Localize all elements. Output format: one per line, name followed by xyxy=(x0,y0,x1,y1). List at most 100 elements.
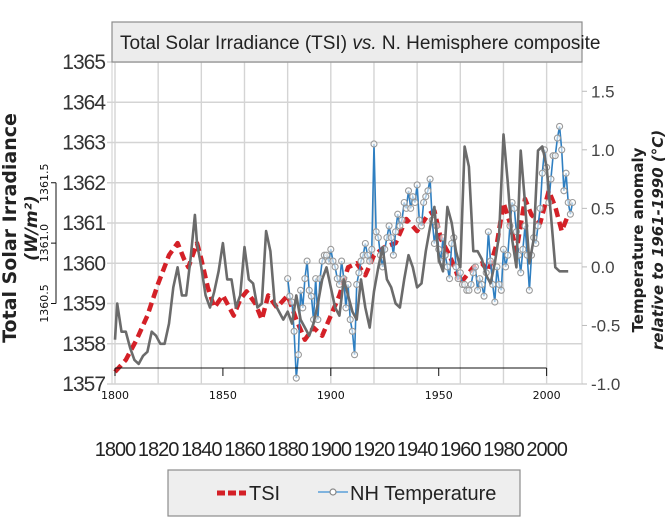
y-tick-right-label: -0.5 xyxy=(591,316,620,335)
nh-temperature-point xyxy=(409,193,417,201)
x-axis-ticks: 1800 1820 1840 1860 1880 1900 1920 1940 1960 1980… xyxy=(95,439,569,461)
nh-temperature-point xyxy=(305,286,313,294)
nh-temperature-point xyxy=(372,228,380,236)
nh-temperature-point xyxy=(331,263,339,271)
title-part-nh: N. Hemisphere composite xyxy=(377,33,601,54)
nh-temperature-point xyxy=(335,280,343,289)
chart-title-text: Total Solar Irradiance (TSI) vs. N. Hemi… xyxy=(120,33,600,54)
x-tick-label: 1940 xyxy=(397,439,438,461)
nh-temperature-point xyxy=(497,286,505,294)
nh-temperature-point xyxy=(495,280,503,289)
nh-temperature-point xyxy=(484,228,492,236)
nh-temperature-point xyxy=(411,198,419,207)
nh-temperature-point xyxy=(284,275,292,283)
y-tick-left-label: 1365 xyxy=(62,51,105,74)
nh-temperature-point xyxy=(568,198,577,207)
nh-temperature-point xyxy=(467,280,475,289)
y-tick-left-label: 1363 xyxy=(62,132,105,155)
legend-item-tsi: TSI xyxy=(217,483,280,505)
nh-temperature-point xyxy=(366,257,374,265)
y-axis-left-title-line1: Total Solar Irradiance xyxy=(0,113,21,343)
overlay-x-tick-label: 1900 xyxy=(317,389,345,402)
nh-temperature-point xyxy=(452,263,460,271)
nh-temperature-point xyxy=(420,198,428,207)
nh-temperature-point xyxy=(556,122,564,130)
nh-temperature-point xyxy=(398,216,406,224)
nh-temperature-point xyxy=(404,187,413,195)
y-axis-right-title-line2: relative to 1961-1990 (°C) xyxy=(649,130,667,350)
nh-temperature-point xyxy=(355,269,363,277)
nh-temperature-point xyxy=(294,351,302,359)
nh-temperature-point xyxy=(389,251,397,259)
nh-temperature-point xyxy=(454,275,462,283)
x-tick-label: 1900 xyxy=(311,439,352,461)
nh-temperature-point xyxy=(299,304,307,312)
y-tick-right-label: 0.0 xyxy=(591,258,615,277)
nh-temperature-point xyxy=(465,286,473,294)
nh-temperature-point xyxy=(519,245,527,253)
y-tick-left-label: 1358 xyxy=(62,333,105,356)
nh-temperature-point xyxy=(474,286,482,294)
nh-temperature-point xyxy=(456,269,464,277)
x-tick-label: 1860 xyxy=(224,439,265,461)
chart-title: Total Solar Irradiance (TSI) vs. N. Hemi… xyxy=(111,21,600,63)
series-gray-line xyxy=(113,133,569,366)
y-tick-left-label: 1360 xyxy=(62,252,105,275)
y-tick-left-label: 1364 xyxy=(62,91,106,114)
nh-temperature-point xyxy=(348,327,356,335)
y-tick-left-label: 1357 xyxy=(62,373,105,396)
nh-temperature-point xyxy=(562,169,570,177)
overlay-axis: 1800 1850 1900 1950 2000 1360.5 1361.0 1361.5 xyxy=(38,164,561,403)
nh-temperature-point xyxy=(504,251,512,259)
nh-temperature-point xyxy=(387,234,395,242)
nh-temperature-point xyxy=(486,257,495,265)
nh-temperature-point xyxy=(461,280,469,289)
nh-temperature-point xyxy=(400,198,408,207)
nh-temperature-point xyxy=(560,187,568,195)
y-tick-right-label: 0.5 xyxy=(591,199,615,218)
nh-temperature-point xyxy=(510,204,518,212)
nh-temperature-point xyxy=(417,222,426,230)
x-tick-label: 1840 xyxy=(181,439,222,461)
legend-nh-label: NH Temperature xyxy=(350,483,496,505)
nh-temperature-point xyxy=(353,280,361,289)
x-tick-label: 1960 xyxy=(440,439,481,461)
nh-temperature-point xyxy=(443,263,451,271)
overlay-x-tick-label: 2000 xyxy=(533,389,561,402)
nh-temperature-point xyxy=(357,257,365,265)
nh-temperature-point xyxy=(342,304,350,312)
nh-temperature-point xyxy=(394,210,402,218)
overlay-y-tick-label: 1361.0 xyxy=(38,224,51,263)
nh-temperature-point xyxy=(536,204,544,212)
title-part-vs: vs. xyxy=(352,33,376,54)
nh-temperature-point xyxy=(445,275,454,283)
nh-temperature-point xyxy=(351,351,359,359)
y-tick-right-label: -1.0 xyxy=(591,375,620,394)
nh-temperature-point xyxy=(525,286,533,294)
nh-temperature-point xyxy=(374,234,382,242)
nh-temperature-point xyxy=(407,204,415,212)
legend: TSI NH Temperature xyxy=(167,469,521,517)
nh-temperature-point xyxy=(566,210,574,218)
overlay-x-tick-label: 1950 xyxy=(425,389,453,402)
legend-tsi-label: TSI xyxy=(249,483,280,505)
nh-temperature-point xyxy=(368,245,376,253)
y-axis-left-ticks: 1357 1358 1359 1360 1361 1362 1363 1364 1365 xyxy=(62,51,107,396)
nh-temperature-point xyxy=(551,152,559,160)
nh-temperature-point xyxy=(327,245,335,253)
nh-temperature-point xyxy=(318,257,326,265)
nh-temperature-point xyxy=(424,187,432,195)
nh-temperature-point xyxy=(469,269,477,277)
nh-temperature-point xyxy=(413,181,421,189)
x-tick-label: 1880 xyxy=(267,439,308,461)
x-tick-label: 1980 xyxy=(483,439,524,461)
x-tick-label: 2000 xyxy=(526,439,567,461)
nh-temperature-point xyxy=(297,286,305,294)
nh-temperature-point xyxy=(290,327,298,335)
overlay-x-tick-label: 1800 xyxy=(101,389,129,402)
nh-temperature-point xyxy=(553,134,561,142)
nh-temperature-point xyxy=(370,140,378,148)
nh-temperature-point xyxy=(502,263,510,271)
nh-temperature-point xyxy=(385,222,393,230)
